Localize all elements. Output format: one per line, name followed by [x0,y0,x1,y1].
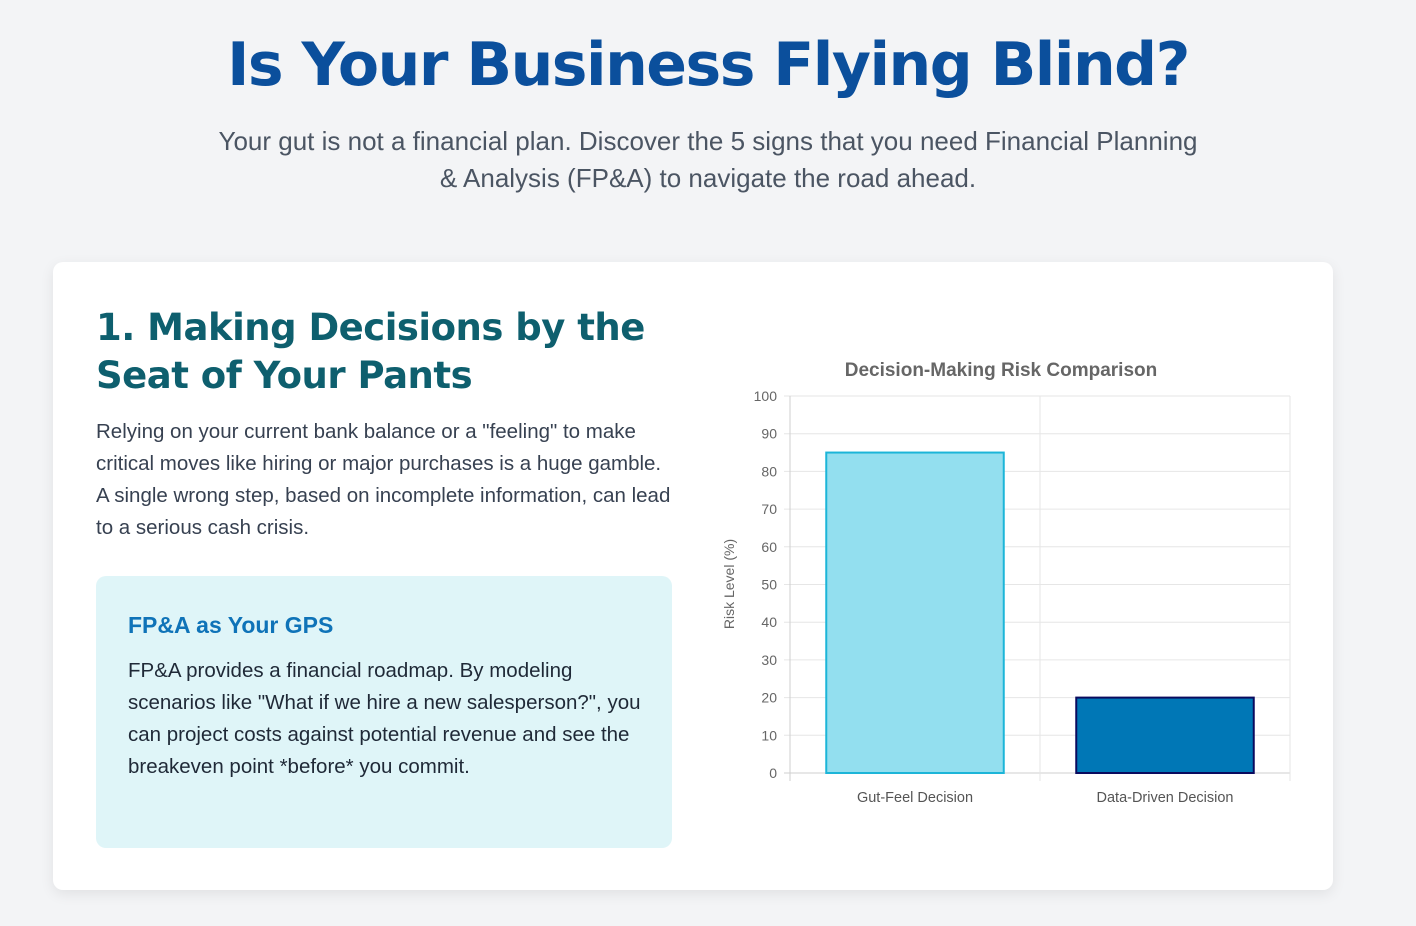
y-tick-label: 50 [761,577,777,593]
section-body: Relying on your current bank balance or … [96,420,671,539]
bar-data-driven-decision [1075,696,1255,775]
section-heading: 1. Making Decisions by the Seat of Your … [96,306,645,397]
callout-title: FP&A as Your GPS [128,612,334,638]
y-tick-label: 100 [754,388,778,404]
y-tick-label: 70 [761,501,777,517]
y-axis-label: Risk Level (%) [721,539,737,629]
bar-gut-feel-decision [825,451,1005,775]
callout-body: FP&A provides a financial roadmap. By mo… [128,659,641,778]
page-title: Is Your Business Flying Blind? [227,30,1190,100]
y-tick-label: 80 [761,463,777,479]
page-subtitle: Your gut is not a financial plan. Discov… [218,126,1198,193]
gps-callout: FP&A as Your GPS FP&A provides a financi… [96,576,672,848]
risk-comparison-chart: Decision-Making Risk Comparison Risk Lev… [721,360,1291,806]
x-tick-label: Gut-Feel Decision [857,790,973,806]
bar-layer [825,451,1255,775]
y-tick-label: 90 [761,426,777,442]
sign-card: 1. Making Decisions by the Seat of Your … [53,262,1333,890]
y-tick-label: 0 [769,765,777,781]
y-tick-label: 60 [761,539,777,555]
y-tick-label: 30 [761,652,777,668]
y-tick-label: 20 [761,690,777,706]
chart-title: Decision-Making Risk Comparison [845,360,1158,381]
y-tick-label: 40 [761,614,777,630]
x-tick-label: Data-Driven Decision [1097,790,1234,806]
y-tick-label: 10 [761,727,777,743]
tick-layer: 0 10 20 30 40 50 60 70 80 90 100 Gut-Feel Decision D… [754,388,1234,806]
